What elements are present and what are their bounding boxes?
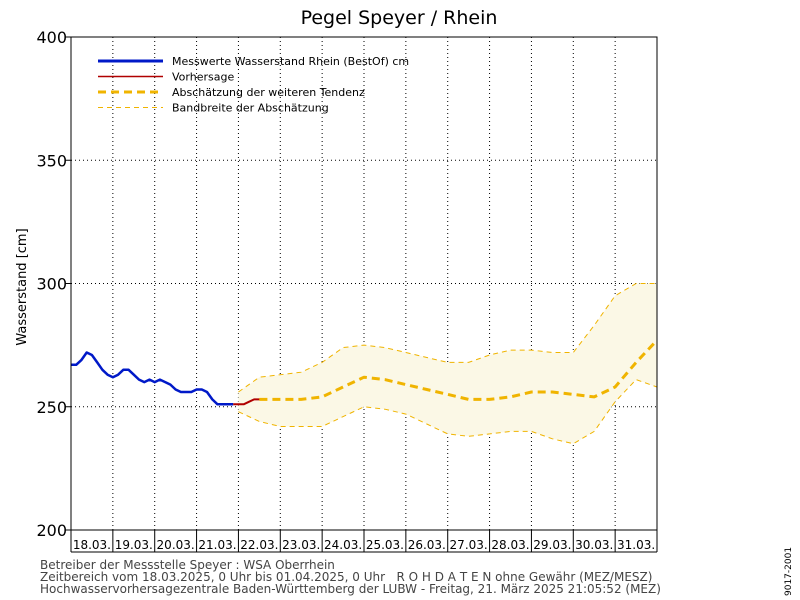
legend: Messwerte Wasserstand Rhein (BestOf) cm V…	[98, 55, 409, 115]
series-tendency-line	[259, 339, 659, 401]
plot-frame	[70, 36, 658, 531]
footer-operator: Betreiber der Messstelle Speyer : WSA Ob…	[40, 558, 335, 572]
x-tick-label: 20.03.	[157, 538, 195, 552]
x-tick-label: 27.03.	[450, 538, 488, 552]
chart-code: 9017-2001	[784, 546, 794, 596]
x-tick-label: 28.03.	[491, 538, 529, 552]
y-axis-label: Wasserstand [cm]	[15, 228, 30, 345]
x-tick-label: 19.03.	[115, 538, 153, 552]
series-measured-line	[71, 351, 234, 406]
series-forecast-line	[233, 398, 260, 406]
y-tick-label: 400	[36, 28, 67, 47]
x-tick-label: 25.03.	[366, 538, 404, 552]
legend-label: Vorhersage	[172, 71, 234, 84]
footer-publisher: Hochwasservorhersagezentrale Baden-Württ…	[40, 582, 661, 596]
footer-time-range: Zeitbereich vom 18.03.2025, 0 Uhr bis 01…	[40, 570, 653, 584]
y-axis-ticks: 200 250 300 350 400	[36, 28, 71, 540]
chart-title: Pegel Speyer / Rhein	[301, 7, 498, 29]
x-tick-label: 26.03.	[408, 538, 446, 552]
band-lower-line	[238, 379, 658, 445]
series-layer	[71, 339, 659, 406]
x-tick-label: 18.03.	[73, 538, 111, 552]
legend-label: Messwerte Wasserstand Rhein (BestOf) cm	[172, 55, 409, 68]
x-tick-label: 29.03.	[533, 538, 571, 552]
band-fill	[238, 283, 657, 444]
y-tick-label: 200	[36, 521, 67, 540]
grid-lines	[71, 37, 657, 530]
legend-label: Bandbreite der Abschätzung	[172, 102, 329, 115]
x-tick-label: 30.03.	[575, 538, 613, 552]
x-tick-label: 24.03.	[324, 538, 362, 552]
band-layer	[238, 283, 658, 445]
x-tick-label: 31.03.	[617, 538, 655, 552]
band-upper-line	[238, 283, 657, 393]
y-tick-label: 250	[36, 398, 67, 417]
x-tick-label: 22.03.	[240, 538, 278, 552]
y-tick-label: 300	[36, 275, 67, 294]
x-tick-label: 21.03.	[198, 538, 236, 552]
x-axis: 18.03. 19.03. 20.03. 21.03. 22.03. 23.03. 24.0…	[70, 530, 658, 553]
y-tick-label: 350	[36, 151, 67, 170]
legend-label: Abschätzung der weiteren Tendenz	[172, 86, 365, 99]
x-tick-label: 23.03.	[282, 538, 320, 552]
